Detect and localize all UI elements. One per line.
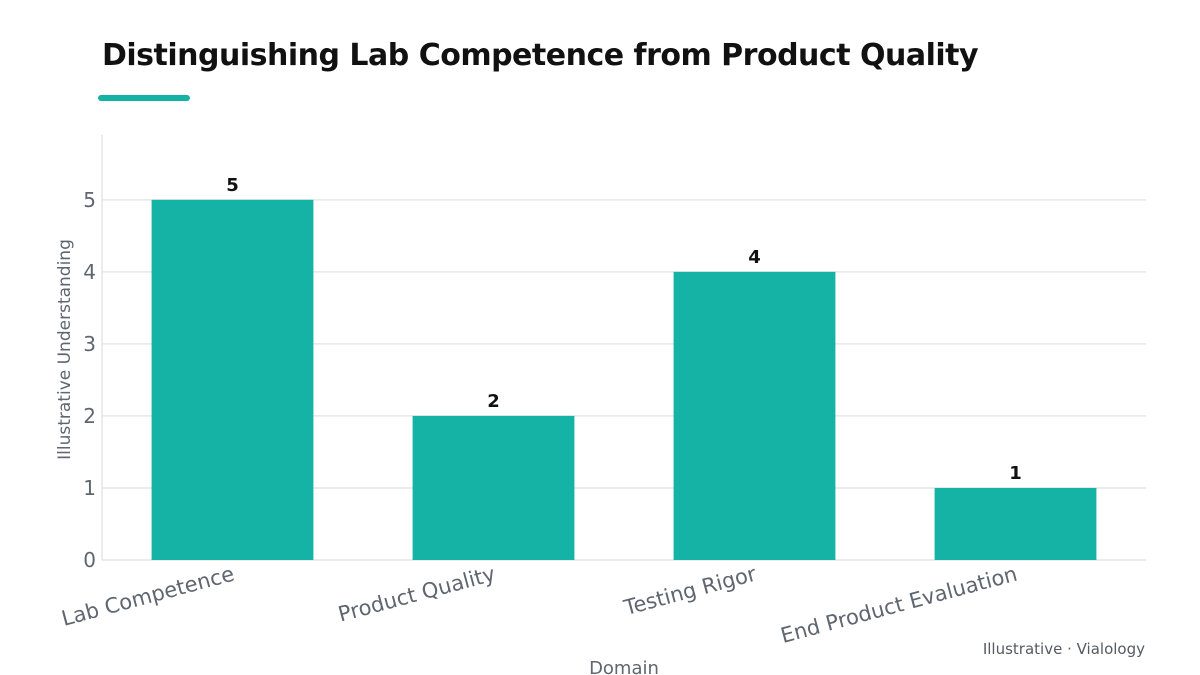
x-tick-label: End Product Evaluation [778,562,1020,648]
data-labels: 5 2 4 1 [226,175,1022,484]
data-label: 5 [226,175,239,196]
y-tick-label: 4 [83,260,96,284]
bar [934,487,1097,560]
y-tick-label: 1 [83,476,96,500]
bar [412,415,575,560]
x-tick-label: Testing Rigor [620,562,759,621]
x-tick-label: Product Quality [336,562,498,627]
y-tick-label: 3 [83,332,96,356]
data-label: 2 [487,391,500,412]
data-label: 1 [1009,463,1022,484]
x-tick-label: Lab Competence [59,562,237,631]
y-tick-labels: 0 1 2 3 4 5 [83,188,96,572]
y-tick-label: 2 [83,404,96,428]
chart-title: Distinguishing Lab Competence from Produ… [102,38,979,73]
bar [151,199,314,560]
data-label: 4 [748,247,761,268]
y-tick-label: 0 [83,548,96,572]
title-accent-bar [98,95,190,101]
source-credit: Illustrative · Vialology [982,640,1145,658]
bar [673,271,836,560]
y-tick-label: 5 [83,188,96,212]
bars [151,199,1097,560]
x-tick-labels: Lab Competence Product Quality Testing Rig… [59,562,1020,648]
x-axis-title: Domain [589,658,659,675]
y-axis-title: Illustrative Understanding [55,239,75,460]
